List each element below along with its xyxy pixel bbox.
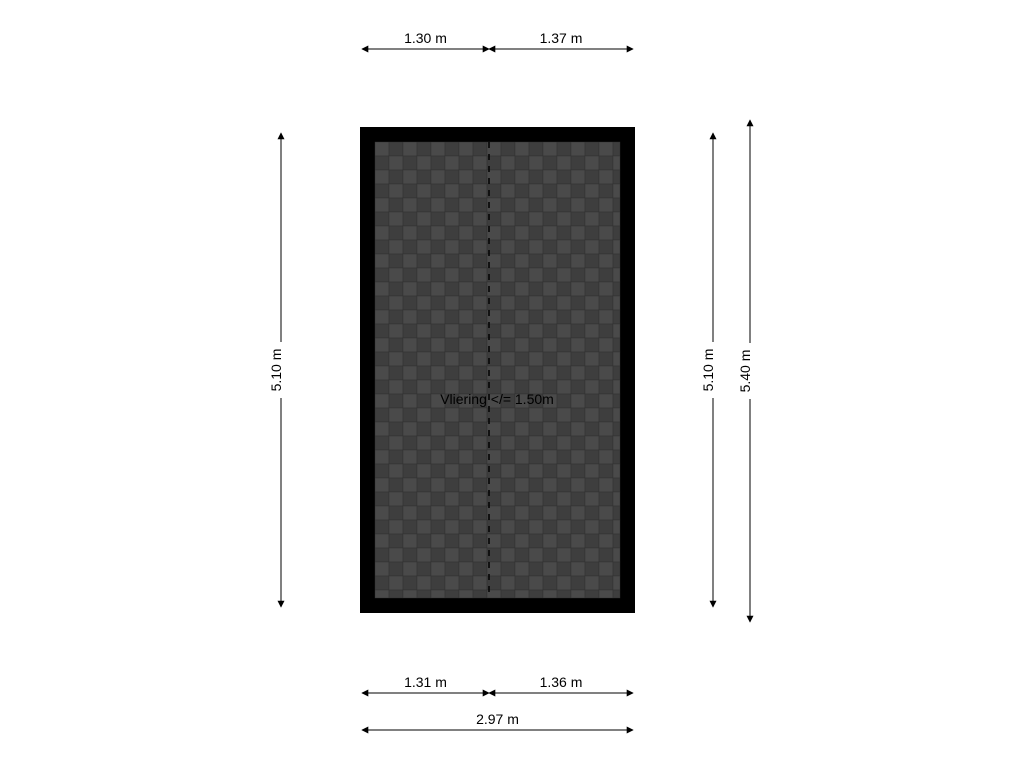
- dimension-label: 1.36 m: [540, 674, 583, 690]
- dimension-label: 5.40 m: [737, 350, 753, 393]
- dimension-horizontal: 1.37 m: [489, 29, 633, 49]
- dimension-vertical: 5.10 m: [700, 133, 722, 607]
- dimension-vertical: 5.40 m: [737, 120, 759, 622]
- dimension-label: 5.10 m: [268, 349, 284, 392]
- dimension-horizontal: 1.30 m: [362, 29, 489, 49]
- dimension-label: 1.31 m: [404, 674, 447, 690]
- dimension-label: 1.37 m: [540, 30, 583, 46]
- dimension-vertical: 5.10 m: [268, 133, 290, 607]
- dimension-label: 5.10 m: [700, 349, 716, 392]
- roof-tiles: [375, 142, 620, 598]
- dimension-label: 2.97 m: [476, 711, 519, 727]
- dimension-horizontal: 2.97 m: [362, 710, 633, 730]
- dimension-horizontal: 1.36 m: [489, 673, 633, 693]
- roof-plan: Vliering </= 1.50m: [360, 127, 635, 613]
- dimension-horizontal: 1.31 m: [362, 673, 489, 693]
- floor-plan-diagram: Vliering </= 1.50m 1.30 m 1.37 m 1.31 m 1.3…: [0, 0, 1024, 768]
- roof-label: Vliering </= 1.50m: [440, 391, 554, 407]
- dimension-label: 1.30 m: [404, 30, 447, 46]
